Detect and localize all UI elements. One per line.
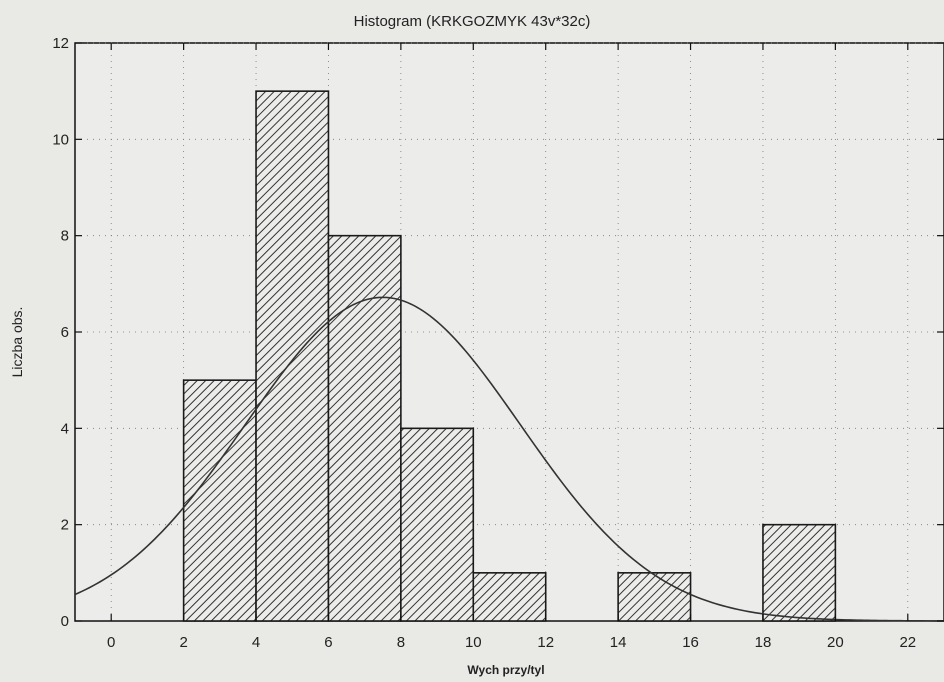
normal-fit-curve bbox=[74, 296, 944, 622]
histogram-bar bbox=[472, 572, 547, 622]
x-tick-label: 0 bbox=[107, 634, 115, 651]
y-tick-label: 0 bbox=[61, 613, 69, 630]
y-tick-label: 6 bbox=[61, 324, 69, 341]
x-tick-label: 6 bbox=[324, 634, 332, 651]
histogram-bar bbox=[255, 90, 330, 622]
y-axis-label: Liczba obs. bbox=[9, 307, 25, 378]
x-tick-label: 16 bbox=[682, 634, 699, 651]
x-tick-label: 18 bbox=[755, 634, 772, 651]
y-tick-label: 12 bbox=[52, 35, 69, 52]
x-tick-label: 22 bbox=[899, 634, 916, 651]
y-tick-label: 10 bbox=[52, 131, 69, 148]
histogram-bar bbox=[400, 427, 475, 622]
x-tick-label: 4 bbox=[252, 634, 260, 651]
y-tick-label: 2 bbox=[61, 517, 69, 534]
histogram-bar bbox=[762, 523, 837, 622]
x-tick-label: 12 bbox=[537, 634, 554, 651]
y-axis-ticks: 0 2 4 6 8 10 12 bbox=[52, 35, 944, 630]
histogram-bar bbox=[617, 572, 692, 622]
histogram-bars bbox=[182, 90, 837, 622]
x-tick-label: 10 bbox=[465, 634, 482, 651]
y-tick-label: 4 bbox=[61, 420, 69, 437]
x-tick-label: 20 bbox=[827, 634, 844, 651]
x-tick-label: 14 bbox=[610, 634, 627, 651]
x-tick-label: 2 bbox=[179, 634, 187, 651]
histogram-bar bbox=[327, 234, 402, 622]
x-axis-label: Wych przy/tyl bbox=[467, 663, 544, 677]
x-axis-ticks: 0 2 4 6 8 10 12 14 16 18 20 22 bbox=[107, 43, 916, 651]
chart-title: Histogram (KRKGOZMYK 43v*32c) bbox=[354, 13, 591, 30]
histogram-bar bbox=[182, 379, 257, 622]
x-tick-label: 8 bbox=[397, 634, 405, 651]
y-tick-label: 8 bbox=[61, 228, 69, 245]
